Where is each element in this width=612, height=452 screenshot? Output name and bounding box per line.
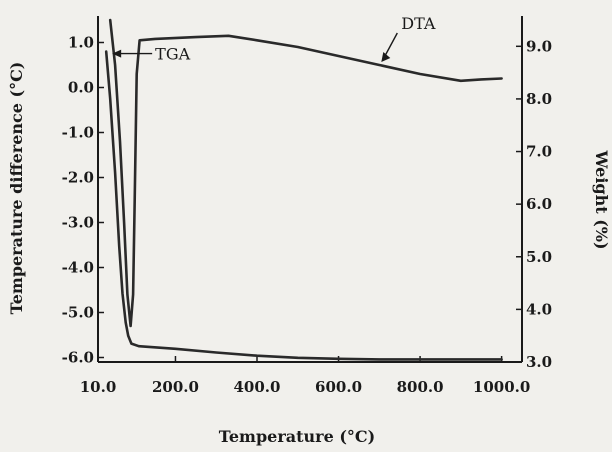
series-line-dta — [108, 18, 503, 328]
y-left-tick-label: -2.0 — [62, 169, 94, 187]
y-left-tick-label: -4.0 — [62, 259, 94, 277]
y-left-tick-label: 0.0 — [68, 79, 94, 97]
x-tick-label: 600.0 — [315, 378, 362, 396]
y-left-tick-label: -1.0 — [62, 124, 94, 142]
y-right-tick-label: 4.0 — [526, 300, 552, 318]
tga-annotation: TGA — [155, 45, 190, 64]
y-left-tick-label: -5.0 — [62, 304, 94, 322]
y-right-tick-label: 8.0 — [526, 90, 552, 108]
y-left-tick-label: -3.0 — [62, 214, 94, 232]
x-axis-label: Temperature (°C) — [219, 427, 375, 446]
y-right-tick-label: 6.0 — [526, 195, 552, 213]
chart-ticks: 10.0 200.0 400.0 600.0 800.0 1000.0 1.0 0.0 -1.0… — [62, 34, 552, 397]
x-tick-label: 10.0 — [80, 378, 117, 396]
x-tick-label: 800.0 — [397, 378, 444, 396]
y-axis-left-label: Temperature difference (°C) — [7, 62, 26, 315]
tga-arrow-head — [112, 49, 122, 58]
dta-arrow-head — [381, 52, 391, 62]
chart-series — [104, 18, 503, 361]
chart-axes — [97, 16, 523, 363]
chart-annotations: TGA DTA — [112, 14, 436, 64]
y-left-tick-label: 1.0 — [68, 34, 94, 52]
y-right-tick-label: 5.0 — [526, 248, 552, 266]
y-axis-right-label: Weight (%) — [592, 149, 611, 249]
x-tick-label: 1000.0 — [473, 378, 530, 396]
y-right-tick-label: 9.0 — [526, 37, 552, 55]
x-tick-label: 400.0 — [234, 378, 281, 396]
series-line-tga — [104, 50, 503, 361]
y-left-tick-label: -6.0 — [62, 349, 94, 367]
y-right-tick-label: 7.0 — [526, 143, 552, 161]
x-tick-label: 200.0 — [152, 378, 199, 396]
y-right-tick-label: 3.0 — [526, 353, 552, 371]
dta-annotation: DTA — [401, 14, 436, 33]
